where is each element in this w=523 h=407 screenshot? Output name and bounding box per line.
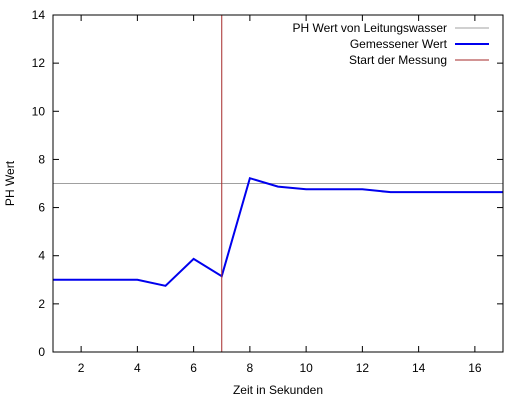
y-tick-label: 4 [38, 249, 45, 263]
y-axis-label: PH Wert [3, 160, 17, 206]
legend: PH Wert von Leitungswasser Gemessener Wer… [292, 21, 489, 67]
y-tick-label: 14 [32, 8, 46, 22]
y-tick-label: 8 [38, 152, 45, 166]
legend-label: Gemessener Wert [350, 37, 448, 51]
series-line-measured [53, 176, 503, 287]
axis-ticks: 2 4 6 8 10 12 14 16 0 2 4 6 8 10 12 14 [32, 8, 503, 375]
x-tick-label: 6 [190, 361, 197, 375]
y-tick-label: 12 [32, 56, 46, 70]
y-tick-label: 0 [38, 345, 45, 359]
y-tick-label: 2 [38, 297, 45, 311]
y-tick-label: 10 [32, 104, 46, 118]
x-tick-label: 8 [247, 361, 254, 375]
x-axis-label: Zeit in Sekunden [233, 383, 323, 397]
legend-label: Start der Messung [349, 53, 447, 67]
x-tick-label: 10 [299, 361, 313, 375]
x-tick-label: 4 [134, 361, 141, 375]
plot-marks [53, 15, 503, 352]
x-tick-label: 2 [78, 361, 85, 375]
x-tick-label: 14 [412, 361, 426, 375]
x-tick-label: 16 [468, 361, 482, 375]
y-tick-label: 6 [38, 201, 45, 215]
legend-label: PH Wert von Leitungswasser [292, 21, 447, 35]
plot-frame [52, 14, 504, 353]
x-tick-label: 12 [356, 361, 370, 375]
